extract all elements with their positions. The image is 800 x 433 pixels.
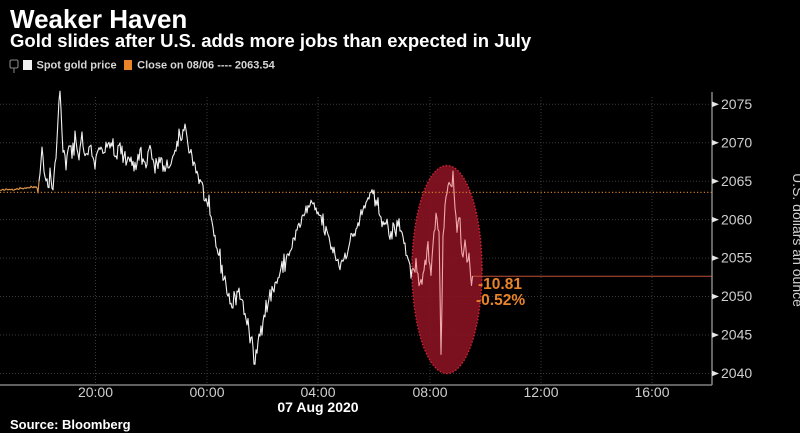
- svg-text:2070: 2070: [721, 135, 752, 151]
- svg-text:12:00: 12:00: [523, 384, 558, 400]
- svg-text:00:00: 00:00: [189, 384, 224, 400]
- svg-text:2075: 2075: [721, 96, 752, 112]
- svg-text:20:00: 20:00: [78, 384, 113, 400]
- svg-text:08:00: 08:00: [412, 384, 447, 400]
- svg-text:-10.81: -10.81: [478, 276, 522, 293]
- svg-text:2050: 2050: [721, 288, 752, 304]
- svg-text:16:00: 16:00: [634, 384, 669, 400]
- svg-text:-0.52%: -0.52%: [476, 292, 525, 309]
- svg-text:2065: 2065: [721, 173, 752, 189]
- svg-text:U.S. dollars an ounce: U.S. dollars an ounce: [790, 173, 800, 307]
- svg-text:2060: 2060: [721, 212, 752, 228]
- svg-text:07 Aug 2020: 07 Aug 2020: [277, 399, 358, 415]
- svg-text:2045: 2045: [721, 327, 752, 343]
- svg-text:04:00: 04:00: [300, 384, 335, 400]
- svg-text:2055: 2055: [721, 250, 752, 266]
- svg-text:2040: 2040: [721, 365, 752, 381]
